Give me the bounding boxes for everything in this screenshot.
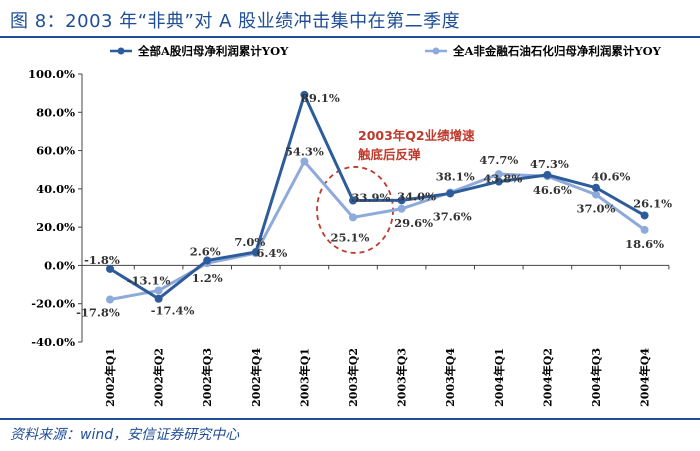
data-label-s2: -13.1%	[127, 274, 171, 288]
series-1-point	[640, 211, 649, 220]
series-1-point	[106, 264, 114, 273]
y-tick-label: 60.0%	[36, 144, 75, 158]
data-label-s2: 38.1%	[436, 169, 475, 183]
y-tick-label: 80.0%	[36, 105, 75, 119]
series-line-2	[109, 159, 646, 301]
data-label-s1: 43.8%	[483, 172, 522, 186]
series-2-point	[640, 225, 649, 234]
series-1-point	[349, 196, 357, 205]
x-tick-label: 2003年Q3	[395, 348, 409, 407]
y-tick-label: 100.0%	[28, 67, 75, 81]
data-label-s1: -17.4%	[151, 304, 195, 318]
data-label-s2: -17.8%	[76, 306, 120, 320]
series-2-point	[494, 170, 503, 179]
data-label-s2: 6.4%	[256, 246, 287, 260]
y-tick-label: 0.0%	[44, 258, 75, 272]
annotation-text-1: 2003年Q2业绩增速	[358, 128, 475, 143]
data-label-s1: 7.0%	[234, 235, 265, 249]
series-1-point	[397, 196, 406, 205]
x-tick-label: 2002年Q4	[249, 348, 263, 407]
data-label-s2: 46.6%	[533, 183, 572, 197]
x-tick-label: 2004年Q2	[540, 348, 554, 407]
x-tick-label: 2003年Q1	[297, 348, 311, 407]
line-chart: 全部A股归母净利润累计YOY 全A非金融石油石化归母净利润累计YOY -40.0%…	[28, 44, 672, 407]
chart-data-labels: -1.8% -17.4% 2.6% 7.0% 89.1% 33.9% 34.0% 37.6% 4…	[76, 91, 672, 320]
data-label-s2: 54.3%	[285, 144, 324, 158]
data-label-s1: 37.6%	[433, 209, 472, 223]
data-label-s1: 33.9%	[352, 191, 391, 205]
y-tick-label: -20.0%	[31, 297, 75, 311]
data-label-s1: 47.3%	[530, 157, 569, 171]
series-1-point	[251, 248, 260, 257]
series-1-point	[494, 177, 503, 186]
series-2-point	[154, 286, 163, 295]
data-label-s2: 18.6%	[625, 237, 664, 251]
series-2-point	[106, 295, 114, 304]
y-tick-label: -40.0%	[31, 335, 75, 349]
series-2-point	[592, 190, 600, 199]
data-label-s1: 89.1%	[301, 91, 340, 105]
series-1-point	[592, 183, 600, 192]
data-label-s1: 26.1%	[633, 196, 672, 210]
legend-marker-1	[117, 47, 125, 55]
data-label-s2: 1.2%	[192, 271, 223, 285]
chart-series	[106, 90, 649, 304]
chart-axes: -40.0% -20.0% 0.0% 20.0% 40.0% 60.0% 80.0% 100.…	[28, 67, 670, 407]
y-tick-label: 40.0%	[36, 182, 75, 196]
data-label-s2: 37.0%	[577, 202, 616, 216]
series-1-point	[154, 294, 163, 303]
data-label-s2: 29.6%	[394, 216, 433, 230]
x-tick-label: 2002年Q1	[103, 348, 117, 407]
data-label-s1: -1.8%	[84, 253, 120, 267]
data-label-s2: 47.7%	[479, 153, 518, 167]
title-rule	[0, 36, 700, 38]
legend-marker-2	[432, 47, 440, 55]
legend-label-1: 全部A股归母净利润累计YOY	[137, 44, 289, 58]
series-1-point	[543, 170, 552, 179]
series-2-point	[349, 213, 357, 222]
chart-legend: 全部A股归母净利润累计YOY 全A非金融石油石化归母净利润累计YOY	[110, 44, 662, 58]
x-tick-label: 2002年Q3	[200, 348, 214, 407]
x-tick-label: 2004年Q1	[492, 348, 506, 407]
figure-title: 图 8：2003 年“非典”对 A 股业绩冲击集中在第二季度	[10, 11, 461, 32]
data-label-s2: 25.1%	[331, 230, 370, 244]
series-1-point	[203, 256, 212, 265]
legend-label-2: 全A非金融石油石化归母净利润累计YOY	[452, 44, 662, 58]
data-label-s1: 2.6%	[190, 244, 221, 258]
series-1-point	[300, 90, 309, 99]
x-tick-label: 2004年Q4	[638, 348, 652, 407]
x-tick-label: 2002年Q2	[152, 348, 166, 407]
annotation-text-2: 触底后反弹	[357, 147, 421, 162]
series-1-point	[446, 189, 455, 198]
y-tick-label: 20.0%	[36, 220, 75, 234]
x-tick-label: 2004年Q3	[589, 348, 603, 407]
x-tick-label: 2003年Q4	[443, 348, 457, 407]
series-2-point	[397, 204, 406, 213]
series-2-point	[300, 157, 309, 166]
data-label-s1: 34.0%	[397, 189, 436, 203]
source-rule	[0, 418, 700, 420]
series-line-1	[109, 93, 646, 301]
data-label-s1: 40.6%	[592, 170, 631, 184]
source-note: 资料来源：wind，安信证券研究中心	[10, 427, 240, 443]
x-tick-label: 2003年Q2	[346, 348, 360, 407]
